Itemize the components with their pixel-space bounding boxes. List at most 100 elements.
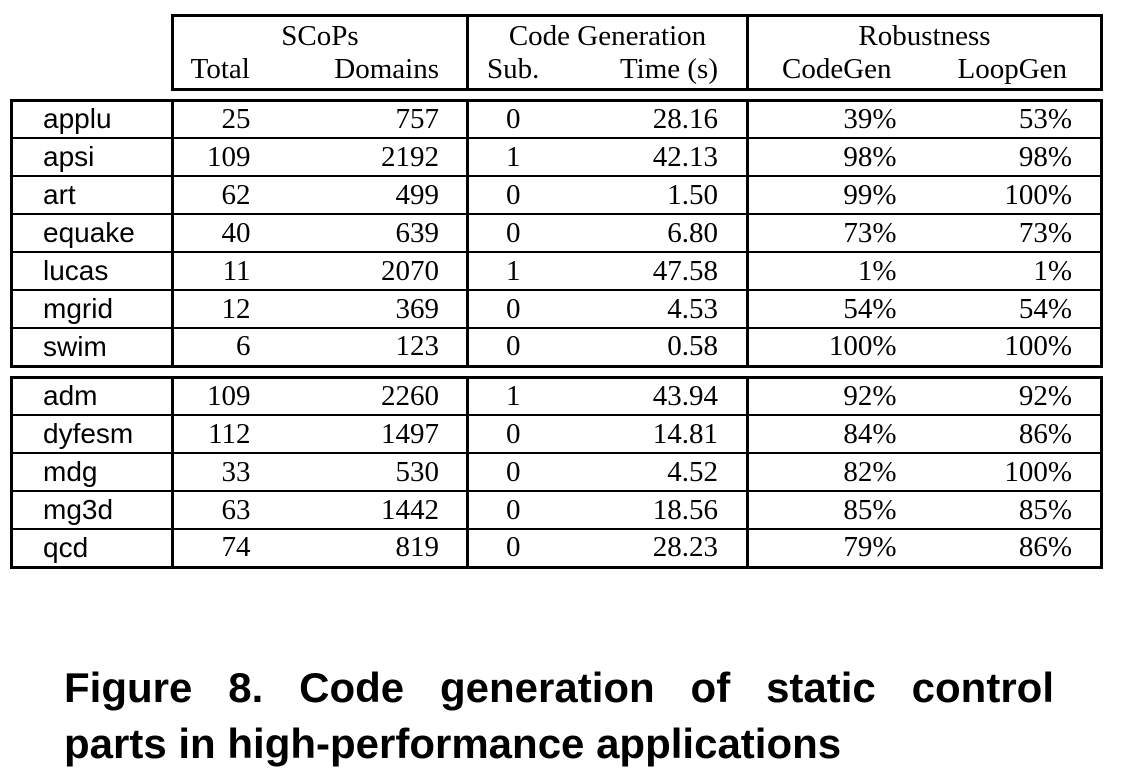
table-row: qcd 74 819 0 28.23 79% 86% xyxy=(10,528,1103,569)
column-header-sub: Sub. xyxy=(466,51,558,91)
group-header-codegen: Code Generation xyxy=(466,14,748,51)
cell-sub: 1 xyxy=(466,251,558,290)
cell-time: 4.52 xyxy=(557,452,748,491)
benchmark-name: equake xyxy=(10,213,174,252)
cell-domains: 530 xyxy=(266,452,468,491)
column-header-total: Total xyxy=(171,51,267,91)
benchmark-name: swim xyxy=(10,327,174,368)
table-row: mdg 33 530 0 4.52 82% 100% xyxy=(10,452,1103,491)
cell-time: 28.16 xyxy=(557,98,748,138)
table-row: mgrid 12 369 0 4.53 54% 54% xyxy=(10,289,1103,328)
table-row: equake 40 639 0 6.80 73% 73% xyxy=(10,213,1103,252)
cell-time: 1.50 xyxy=(557,175,748,214)
benchmark-name: mgrid xyxy=(10,289,174,328)
cell-loopgen: 100% xyxy=(924,452,1103,491)
table-row: adm 109 2260 1 43.94 92% 92% xyxy=(10,375,1103,415)
column-header-domains: Domains xyxy=(266,51,468,91)
cell-codegen: 100% xyxy=(746,327,925,368)
cell-sub: 0 xyxy=(466,528,558,569)
cell-domains: 2192 xyxy=(266,137,468,176)
cell-loopgen: 100% xyxy=(924,327,1103,368)
cell-domains: 2070 xyxy=(266,251,468,290)
cell-sub: 0 xyxy=(466,98,558,138)
benchmark-name: applu xyxy=(10,98,174,138)
cell-time: 43.94 xyxy=(557,375,748,415)
cell-loopgen: 98% xyxy=(924,137,1103,176)
cell-loopgen: 86% xyxy=(924,414,1103,453)
column-header-time: Time (s) xyxy=(557,51,748,91)
cell-codegen: 99% xyxy=(746,175,925,214)
benchmark-group-1: applu 25 757 0 28.16 39% 53% apsi 109 2192 1 42.13 9… xyxy=(10,98,1103,368)
cell-sub: 0 xyxy=(466,327,558,368)
table-row: apsi 109 2192 1 42.13 98% 98% xyxy=(10,137,1103,176)
column-header-loopgen: LoopGen xyxy=(924,51,1103,91)
benchmark-name: dyfesm xyxy=(10,414,174,453)
table-row: mg3d 63 1442 0 18.56 85% 85% xyxy=(10,490,1103,529)
benchmark-name: adm xyxy=(10,375,174,415)
cell-codegen: 54% xyxy=(746,289,925,328)
group-header-row: SCoPs Code Generation Robustness xyxy=(12,14,1103,52)
cell-time: 6.80 xyxy=(557,213,748,252)
cell-codegen: 39% xyxy=(746,98,925,138)
cell-sub: 0 xyxy=(466,289,558,328)
cell-domains: 819 xyxy=(266,528,468,569)
cell-time: 28.23 xyxy=(557,528,748,569)
benchmark-name: mdg xyxy=(10,452,174,491)
cell-loopgen: 1% xyxy=(924,251,1103,290)
cell-loopgen: 92% xyxy=(924,375,1103,415)
cell-time: 4.53 xyxy=(557,289,748,328)
cell-time: 0.58 xyxy=(557,327,748,368)
cell-total: 62 xyxy=(171,175,267,214)
benchmark-name: mg3d xyxy=(10,490,174,529)
benchmark-name: qcd xyxy=(10,528,174,569)
cell-codegen: 82% xyxy=(746,452,925,491)
group-header-robustness: Robustness xyxy=(746,14,1103,51)
benchmark-name: apsi xyxy=(10,137,174,176)
cell-domains: 369 xyxy=(266,289,468,328)
cell-total: 33 xyxy=(171,452,267,491)
benchmark-name: art xyxy=(10,175,174,214)
cell-time: 42.13 xyxy=(557,137,748,176)
corner-cell xyxy=(12,16,173,52)
cell-sub: 1 xyxy=(466,375,558,415)
cell-loopgen: 73% xyxy=(924,213,1103,252)
cell-codegen: 92% xyxy=(746,375,925,415)
cell-domains: 499 xyxy=(266,175,468,214)
cell-domains: 757 xyxy=(266,98,468,138)
cell-codegen: 98% xyxy=(746,137,925,176)
cell-codegen: 73% xyxy=(746,213,925,252)
cell-loopgen: 86% xyxy=(924,528,1103,569)
cell-loopgen: 53% xyxy=(924,98,1103,138)
cell-domains: 123 xyxy=(266,327,468,368)
cell-domains: 639 xyxy=(266,213,468,252)
results-table: SCoPs Code Generation Robustness Total D… xyxy=(10,14,1103,569)
column-header-codegen: CodeGen xyxy=(746,51,925,91)
cell-time: 14.81 xyxy=(557,414,748,453)
cell-total: 109 xyxy=(171,137,267,176)
cell-codegen: 85% xyxy=(746,490,925,529)
caption-line-1: Figure 8. Code generation of static cont… xyxy=(64,664,1054,711)
cell-loopgen: 54% xyxy=(924,289,1103,328)
cell-total: 25 xyxy=(171,98,267,138)
cell-time: 18.56 xyxy=(557,490,748,529)
cell-sub: 0 xyxy=(466,414,558,453)
cell-total: 40 xyxy=(171,213,267,252)
cell-sub: 0 xyxy=(466,452,558,491)
cell-domains: 2260 xyxy=(266,375,468,415)
cell-loopgen: 85% xyxy=(924,490,1103,529)
cell-total: 11 xyxy=(171,251,267,290)
cell-total: 109 xyxy=(171,375,267,415)
caption-line-2: parts in high-performance applications xyxy=(64,720,842,767)
cell-total: 74 xyxy=(171,528,267,569)
cell-loopgen: 100% xyxy=(924,175,1103,214)
cell-codegen: 79% xyxy=(746,528,925,569)
figure-caption: Figure 8. Code generation of static cont… xyxy=(64,660,1054,772)
table-row: applu 25 757 0 28.16 39% 53% xyxy=(10,98,1103,138)
cell-sub: 1 xyxy=(466,137,558,176)
cell-total: 63 xyxy=(171,490,267,529)
cell-time: 47.58 xyxy=(557,251,748,290)
cell-codegen: 84% xyxy=(746,414,925,453)
table-row: swim 6 123 0 0.58 100% 100% xyxy=(10,327,1103,368)
benchmark-group-2: adm 109 2260 1 43.94 92% 92% dyfesm 112 1497 0 14.8… xyxy=(10,375,1103,569)
